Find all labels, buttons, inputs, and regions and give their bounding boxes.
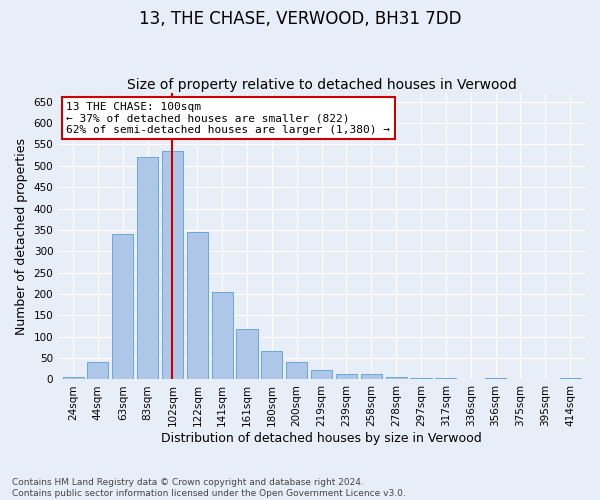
Bar (162, 151, 183, 380)
Bar (137, 158, 158, 380)
Bar (435, 378, 457, 380)
Bar (62, 378, 83, 380)
Bar (361, 374, 382, 380)
Bar (560, 378, 581, 380)
Bar (262, 351, 283, 380)
Text: 13 THE CHASE: 100sqm
← 37% of detached houses are smaller (822)
62% of semi-deta: 13 THE CHASE: 100sqm ← 37% of detached h… (66, 102, 390, 135)
Bar (336, 374, 357, 380)
Bar (485, 378, 506, 380)
Bar (236, 329, 257, 380)
Bar (88, 362, 109, 380)
Bar (386, 377, 407, 380)
Bar (112, 234, 133, 380)
Title: Size of property relative to detached houses in Verwood: Size of property relative to detached ho… (127, 78, 517, 92)
Bar (187, 232, 208, 380)
Text: Contains HM Land Registry data © Crown copyright and database right 2024.
Contai: Contains HM Land Registry data © Crown c… (12, 478, 406, 498)
Bar (410, 378, 431, 380)
Y-axis label: Number of detached properties: Number of detached properties (15, 138, 28, 335)
Text: 13, THE CHASE, VERWOOD, BH31 7DD: 13, THE CHASE, VERWOOD, BH31 7DD (139, 10, 461, 28)
Bar (212, 292, 233, 380)
Bar (286, 362, 307, 380)
Bar (311, 370, 332, 380)
X-axis label: Distribution of detached houses by size in Verwood: Distribution of detached houses by size … (161, 432, 482, 445)
